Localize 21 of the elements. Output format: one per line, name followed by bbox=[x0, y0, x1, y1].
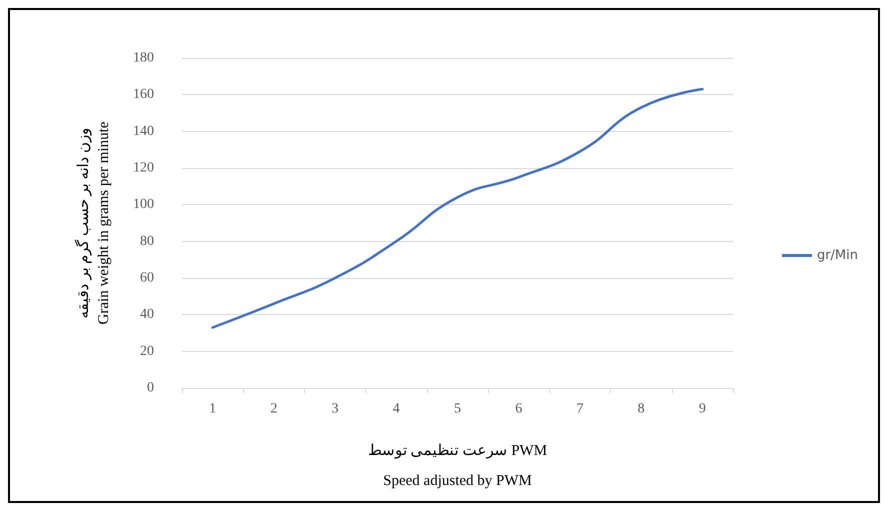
line-series bbox=[211, 88, 704, 329]
x-tick-label: 9 bbox=[698, 402, 706, 416]
x-tick-label: 4 bbox=[392, 402, 400, 416]
y-tick-label: 60 bbox=[140, 270, 154, 286]
y-tick-label: 80 bbox=[140, 234, 154, 249]
x-tick-label: 7 bbox=[576, 402, 584, 416]
legend-label: gr/Min bbox=[816, 248, 858, 263]
x-tick-label: 1 bbox=[209, 402, 216, 416]
y-tick-label: 100 bbox=[133, 197, 154, 212]
y-tick-label: 40 bbox=[140, 307, 154, 322]
x-tick-label: 2 bbox=[270, 402, 278, 416]
y-tick-label: 20 bbox=[140, 344, 154, 359]
y-tick-label: 0 bbox=[147, 380, 154, 396]
y-tick-label: 140 bbox=[133, 124, 154, 139]
x-tick-label: 5 bbox=[454, 402, 461, 416]
x-tick-label: 6 bbox=[515, 402, 522, 416]
x-tick-label: 3 bbox=[332, 402, 339, 416]
x-tick-label: 8 bbox=[638, 402, 645, 416]
y-tick-label: 180 bbox=[133, 50, 154, 66]
y-tick-label: 120 bbox=[133, 160, 154, 176]
y-tick-label: 160 bbox=[133, 87, 154, 102]
